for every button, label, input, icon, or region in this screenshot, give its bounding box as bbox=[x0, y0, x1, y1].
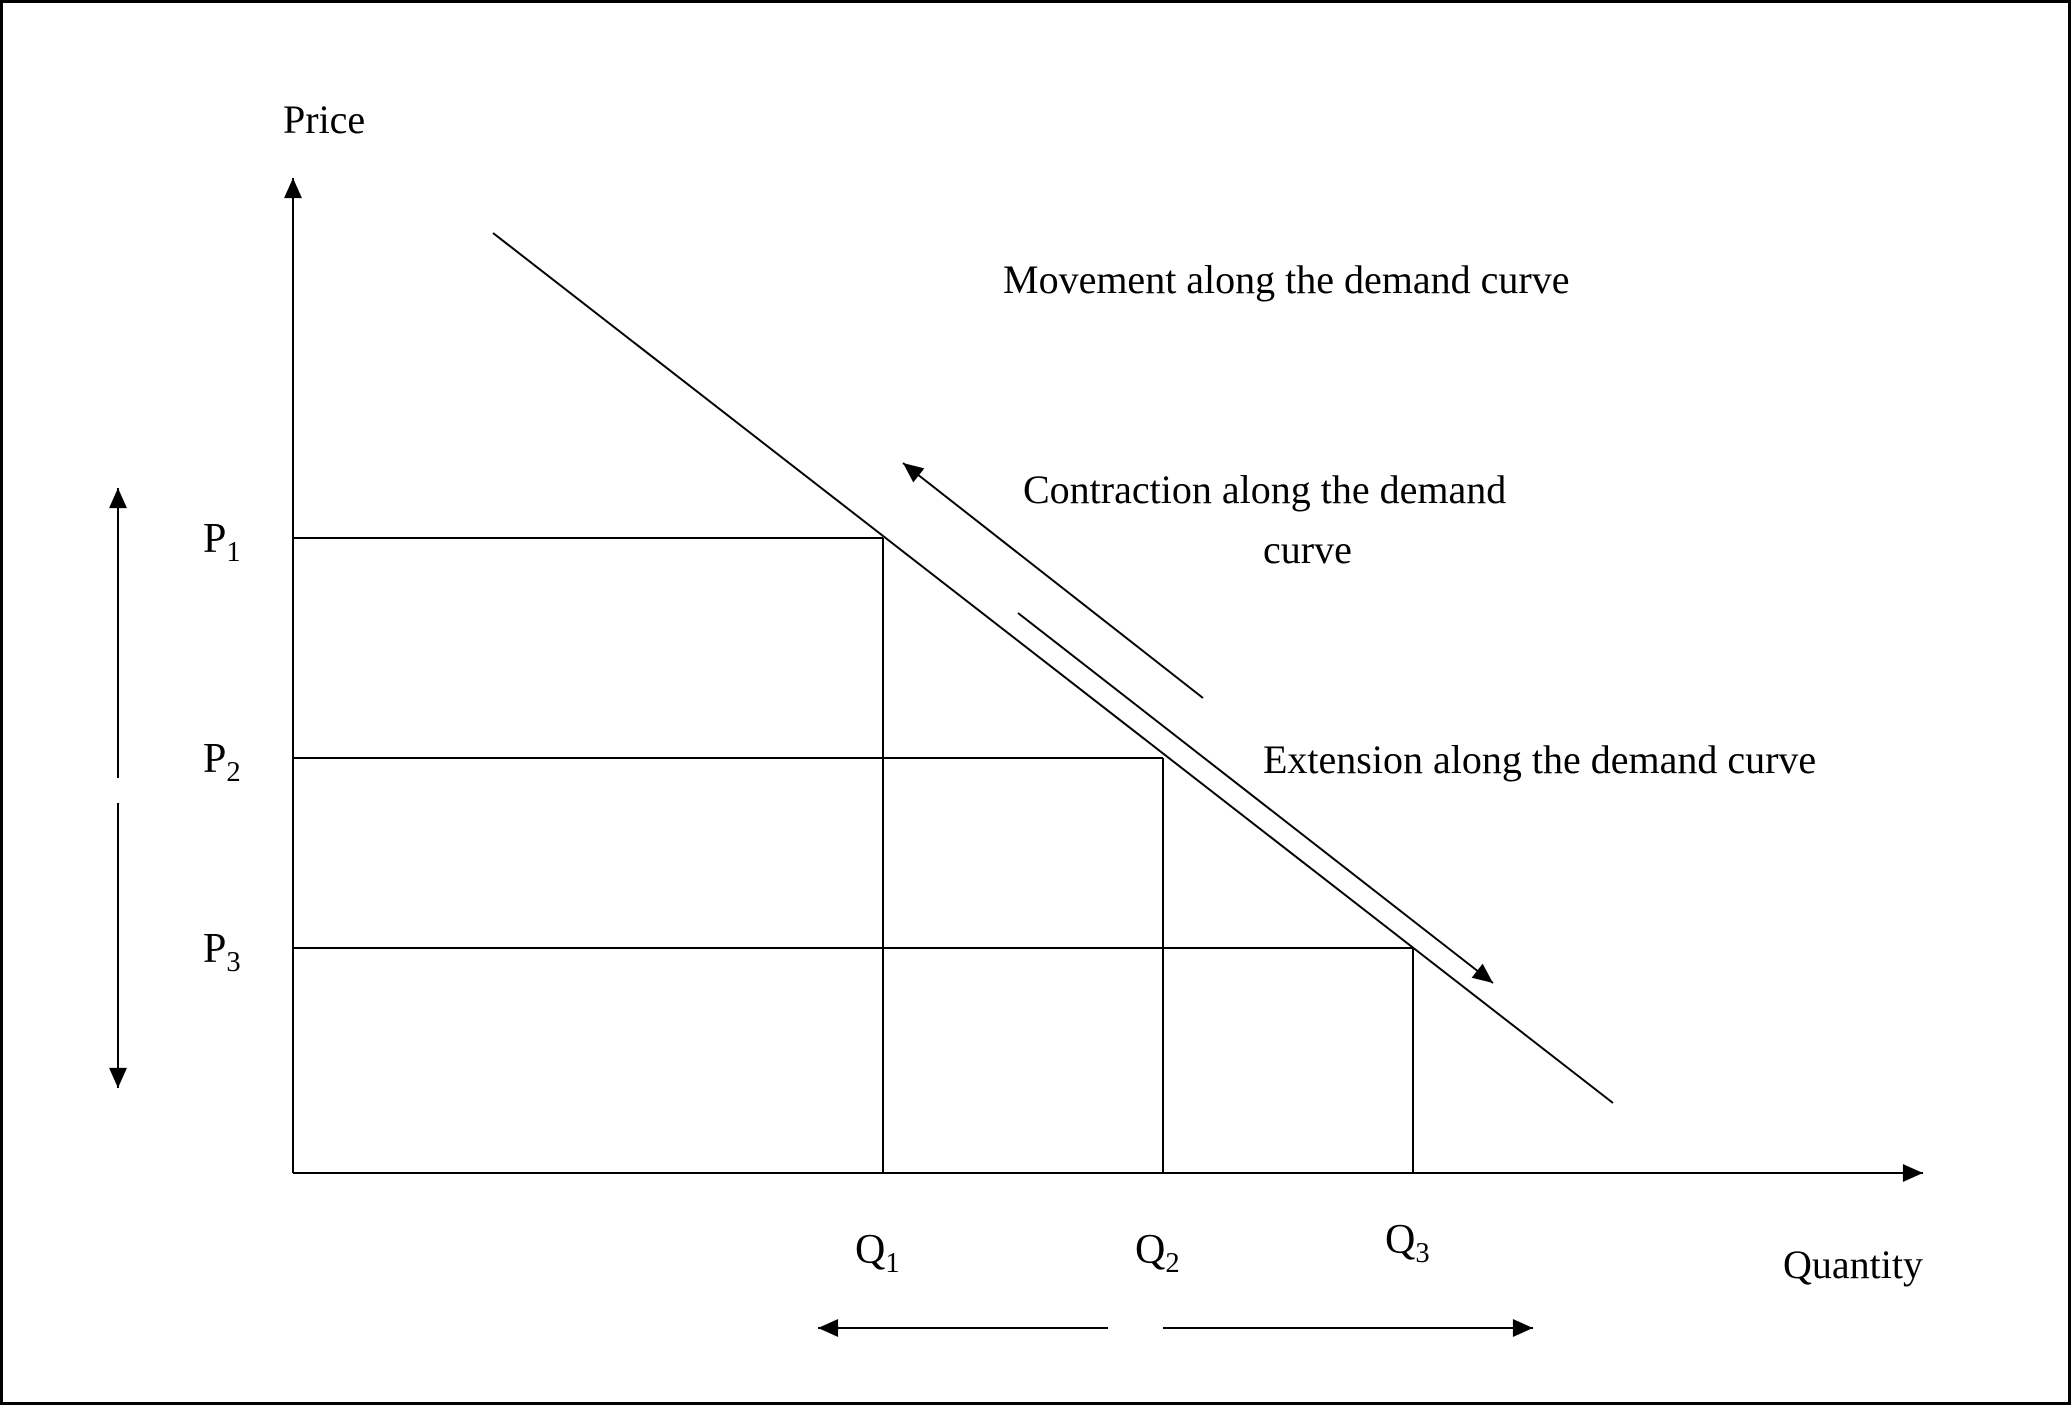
extension-arrow bbox=[1018, 613, 1493, 983]
price-label-p2: P2 bbox=[203, 736, 241, 788]
arrowhead bbox=[818, 1319, 838, 1337]
quantity-label-q3: Q3 bbox=[1385, 1217, 1430, 1269]
arrowhead bbox=[1513, 1319, 1533, 1337]
quantity-label-q2: Q2 bbox=[1135, 1227, 1180, 1279]
demand-curve-diagram: Price Quantity P1 P2 P3 Q1 Q2 Q3 Movement along … bbox=[3, 3, 2071, 1408]
arrowhead bbox=[903, 463, 924, 482]
diagram-title: Movement along the demand curve bbox=[1003, 257, 1569, 302]
y-axis-label: Price bbox=[283, 97, 365, 142]
extension-label: Extension along the demand curve bbox=[1263, 737, 1816, 782]
contraction-label-line2: curve bbox=[1263, 527, 1352, 572]
arrowhead bbox=[1903, 1164, 1923, 1182]
demand-curve bbox=[493, 233, 1613, 1103]
contraction-label-line1: Contraction along the demand bbox=[1023, 467, 1506, 512]
price-label-p3: P3 bbox=[203, 926, 241, 978]
arrowhead bbox=[109, 488, 127, 508]
arrowhead bbox=[1472, 964, 1493, 983]
diagram-frame: Price Quantity P1 P2 P3 Q1 Q2 Q3 Movement along … bbox=[0, 0, 2071, 1405]
x-axis-label: Quantity bbox=[1783, 1242, 1923, 1287]
arrowhead bbox=[284, 178, 302, 198]
quantity-label-q1: Q1 bbox=[855, 1227, 900, 1279]
price-label-p1: P1 bbox=[203, 516, 241, 568]
arrowhead bbox=[109, 1068, 127, 1088]
